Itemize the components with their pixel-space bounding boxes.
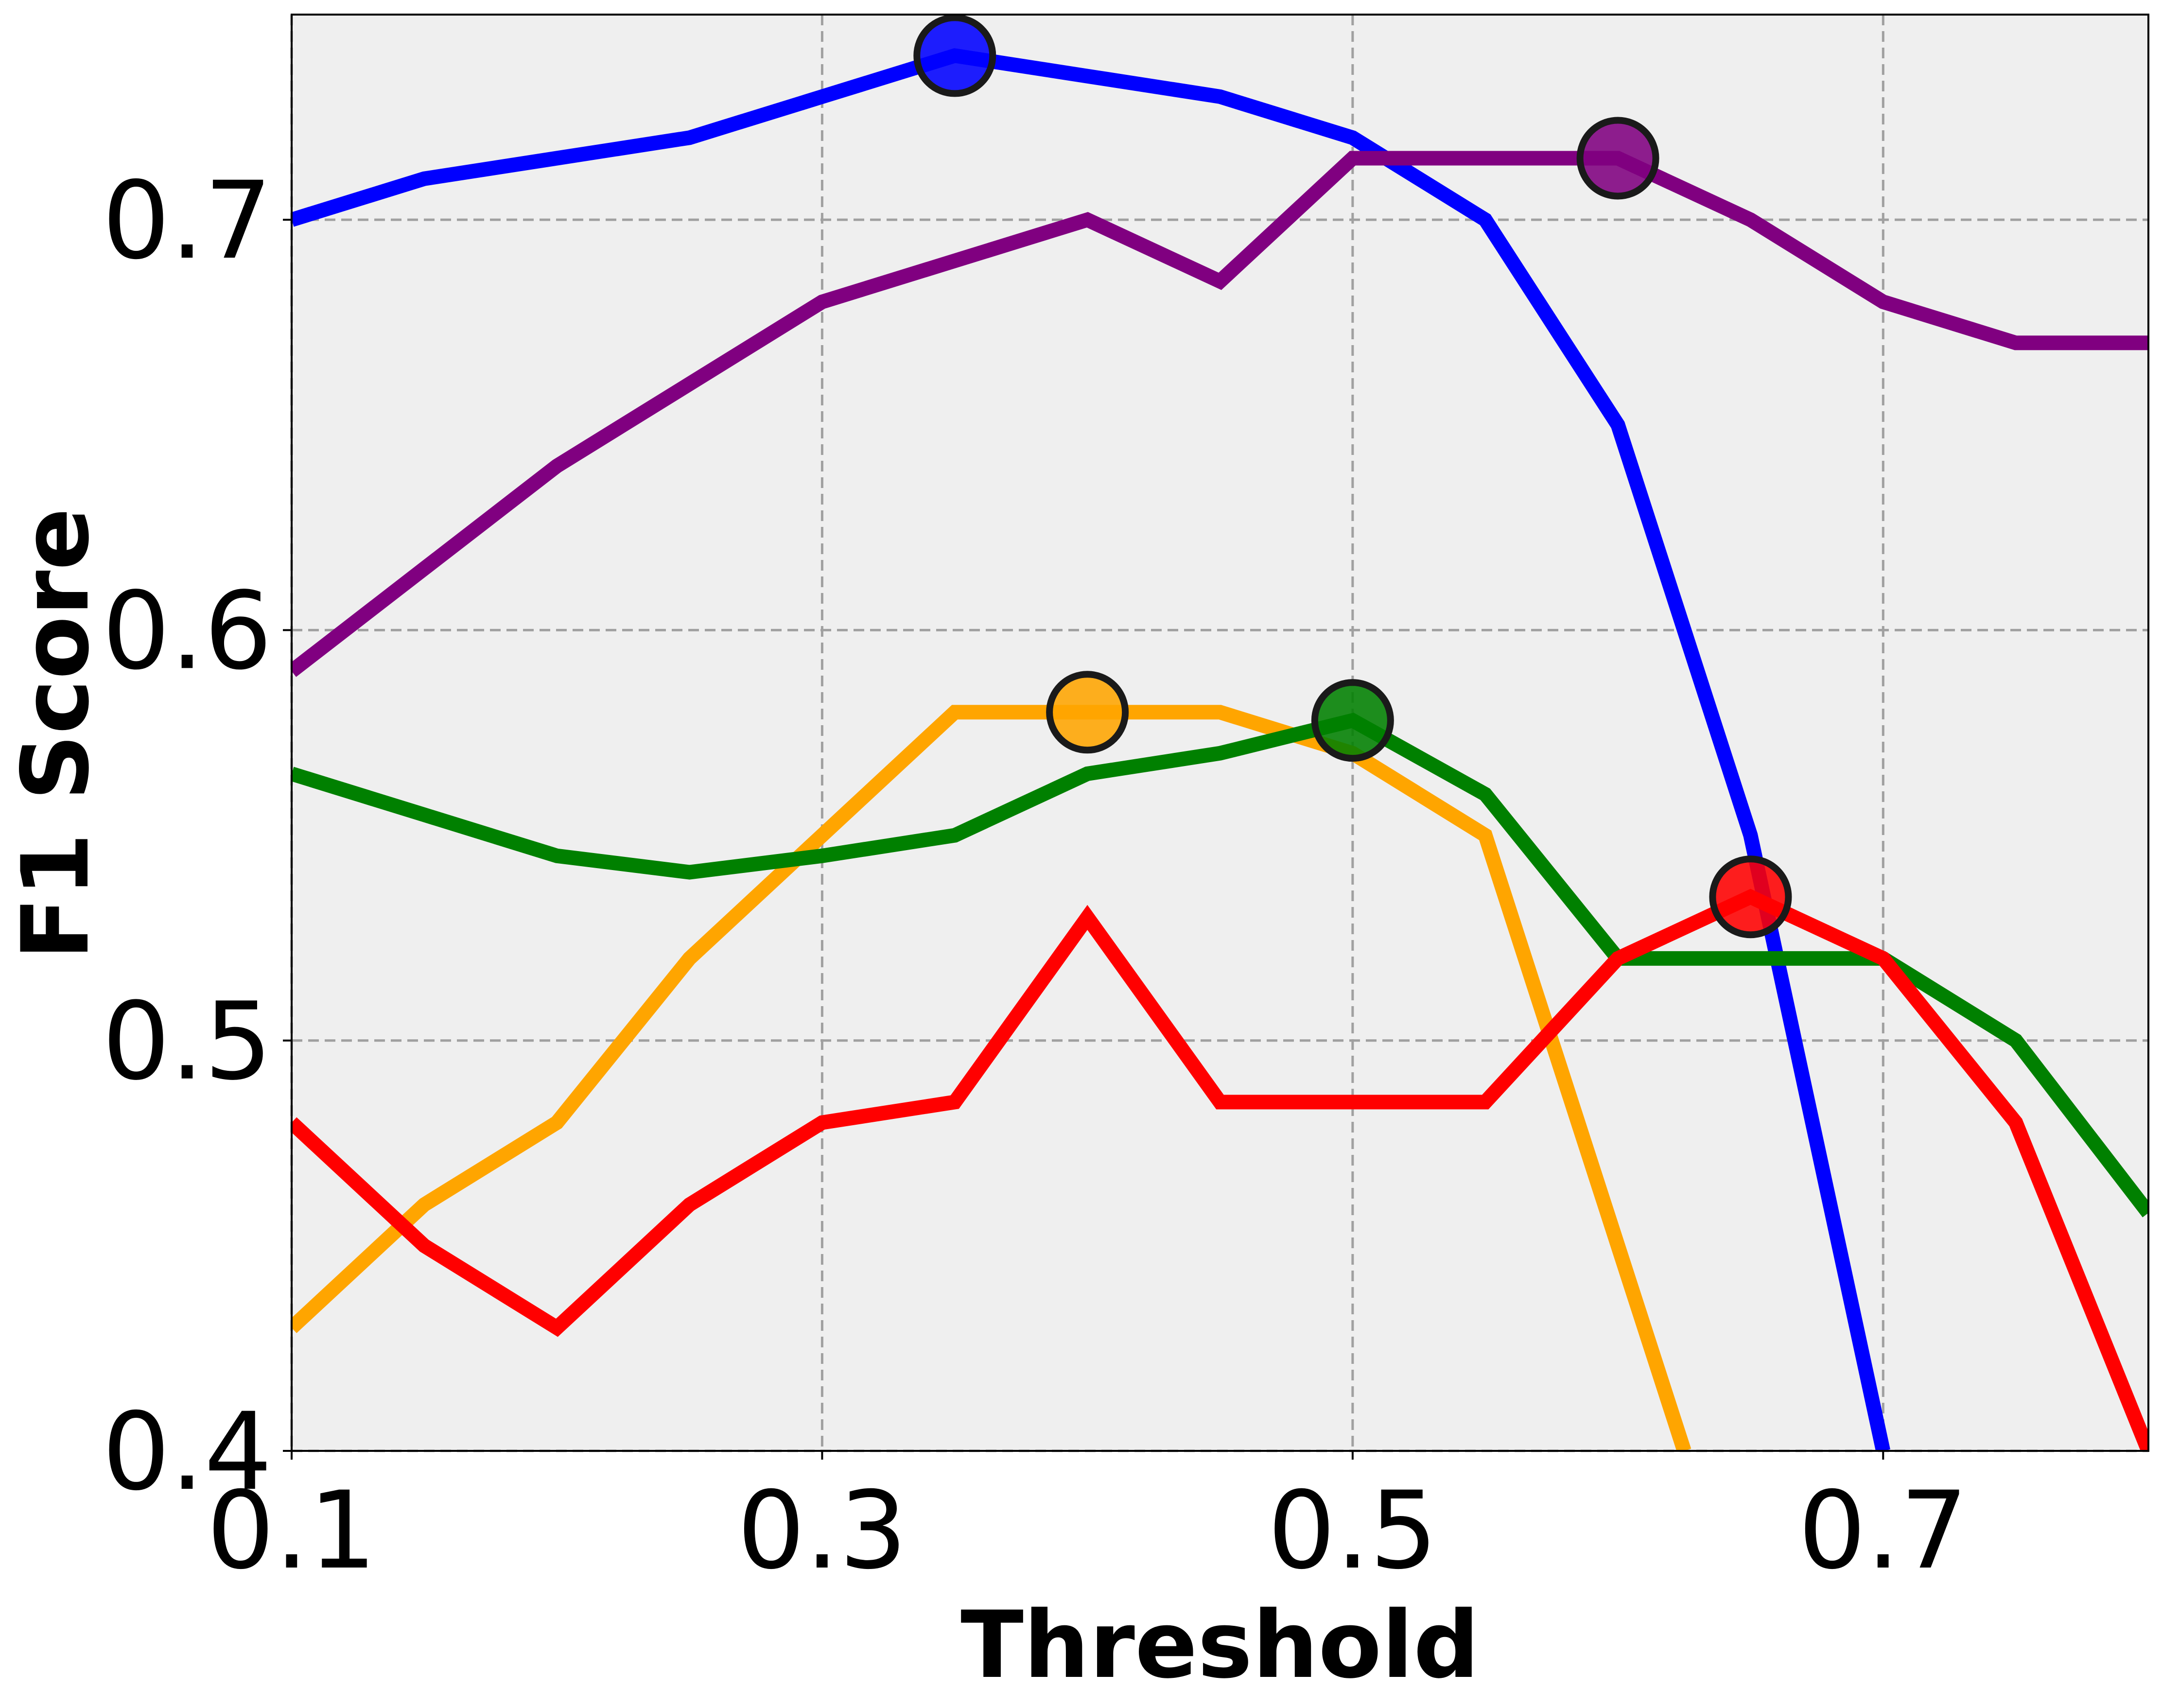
x-tick-label: 0.5 — [1268, 1468, 1438, 1593]
plot-background — [292, 15, 2148, 1451]
best-point-marker-2 — [1046, 671, 1129, 754]
series-line-0 — [292, 48, 1890, 1451]
x-axis-label: Threshold — [960, 1591, 1479, 1699]
series-line-4 — [292, 889, 2148, 1451]
series-lines — [292, 48, 2148, 1451]
series-line-3 — [292, 713, 2148, 1218]
best-markers — [913, 14, 1792, 939]
series-line-1 — [292, 151, 2148, 677]
x-tick-label: 0.3 — [737, 1468, 907, 1593]
x-tick-label: 0.1 — [207, 1468, 377, 1593]
plot-frame — [291, 14, 2149, 1452]
axis-ticks: 0.1 0.3 0.5 0.7 0.4 0.5 0.6 0.7 — [102, 158, 1968, 1593]
best-point-marker-4 — [1709, 855, 1792, 939]
y-tick-label: 0.5 — [102, 979, 272, 1104]
best-point-marker-0 — [913, 14, 996, 97]
y-axis-label: F1 Score — [2, 508, 109, 960]
best-point-marker-1 — [1576, 117, 1659, 200]
series-line-2 — [292, 705, 1691, 1451]
y-tick-label: 0.4 — [102, 1390, 272, 1514]
y-tick-label: 0.7 — [102, 158, 272, 283]
best-point-marker-3 — [1311, 679, 1394, 762]
y-tick-label: 0.6 — [102, 569, 272, 693]
x-tick-label: 0.7 — [1798, 1468, 1968, 1593]
